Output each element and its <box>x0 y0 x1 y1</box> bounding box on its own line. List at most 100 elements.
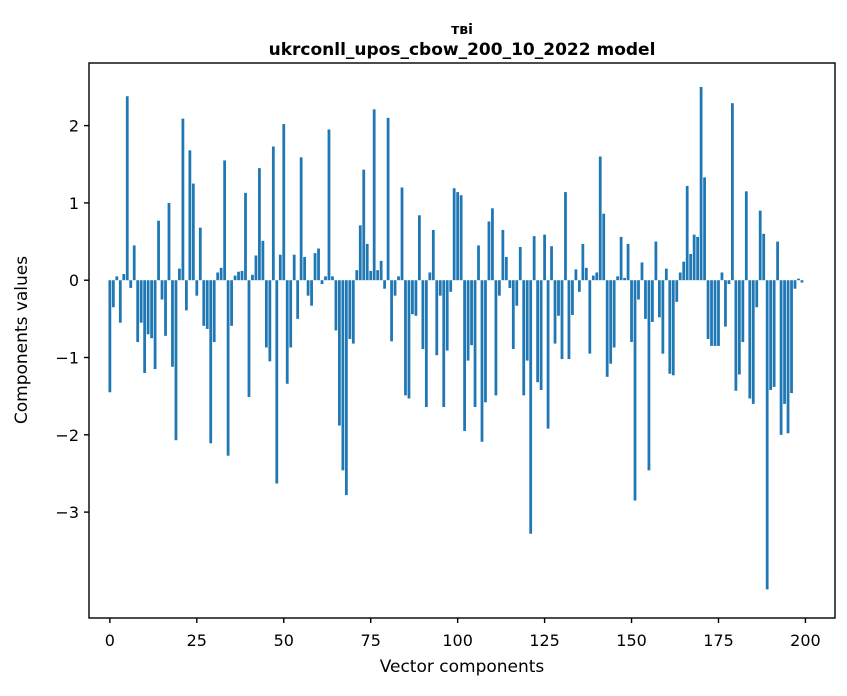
bar <box>452 188 456 281</box>
bar <box>431 229 435 281</box>
bar <box>327 129 331 281</box>
bar <box>237 271 240 281</box>
bar <box>588 280 592 354</box>
bar <box>602 213 606 281</box>
bar <box>191 183 195 281</box>
bar <box>233 275 237 281</box>
bar <box>153 280 157 370</box>
bar <box>567 280 571 360</box>
bar <box>797 278 800 281</box>
bar <box>682 261 686 281</box>
bar <box>184 280 188 311</box>
bar <box>644 280 647 319</box>
bar <box>188 150 192 281</box>
x-tick-label: 175 <box>703 631 734 650</box>
bar <box>414 280 418 316</box>
bar <box>664 268 668 281</box>
bar <box>595 272 599 281</box>
y-tick-label: −1 <box>55 349 79 368</box>
bar <box>786 280 790 434</box>
bar <box>713 280 717 346</box>
x-tick-label: 100 <box>442 631 473 650</box>
bar <box>334 280 338 331</box>
chart-title-model: ukrconll_upos_cbow_200_10_2022 model <box>269 40 656 60</box>
bar <box>351 280 355 344</box>
bar <box>765 280 769 590</box>
bar <box>706 280 710 339</box>
bar <box>386 117 390 281</box>
bar <box>317 248 320 281</box>
bar <box>525 280 529 361</box>
bar <box>751 280 755 404</box>
bar <box>132 245 136 281</box>
bar <box>504 257 508 281</box>
x-axis-ticks: 0 25 50 75 100 125 150 175 200 <box>105 618 821 650</box>
bar <box>661 280 665 354</box>
bar <box>143 280 147 373</box>
bar <box>605 280 609 377</box>
bar <box>275 280 279 484</box>
bar <box>411 280 414 315</box>
bar <box>376 270 380 281</box>
bar <box>115 276 119 281</box>
bar <box>494 280 498 396</box>
bar-series <box>108 86 804 590</box>
bar <box>584 267 588 281</box>
x-tick-label: 25 <box>187 631 207 650</box>
bar <box>178 268 181 281</box>
bar <box>532 236 536 281</box>
bar <box>296 280 300 319</box>
bar <box>557 280 560 316</box>
bar <box>348 280 352 339</box>
bar <box>212 280 216 343</box>
bar <box>205 280 209 329</box>
x-tick-label: 50 <box>274 631 294 650</box>
bar <box>536 280 540 383</box>
bar <box>390 280 393 342</box>
bar <box>800 280 804 283</box>
bar <box>637 280 640 300</box>
y-axis-label: Components values <box>12 256 32 424</box>
bar <box>216 272 220 281</box>
bar <box>647 280 651 471</box>
bar <box>313 253 317 281</box>
bar <box>445 280 449 351</box>
y-axis-ticks: 2 1 0 −1 −2 −3 <box>55 117 89 522</box>
x-tick-label: 150 <box>616 631 647 650</box>
bar <box>748 280 752 399</box>
bar <box>473 280 477 407</box>
bar <box>372 109 376 281</box>
bar <box>724 280 727 327</box>
bar <box>331 276 334 281</box>
y-tick-label: 1 <box>69 194 79 213</box>
bar <box>136 280 140 343</box>
bar <box>529 280 533 534</box>
bar <box>626 243 630 281</box>
bar <box>209 280 213 444</box>
bar <box>150 280 153 339</box>
bar <box>424 280 428 407</box>
bar <box>571 280 574 315</box>
bar <box>550 246 553 281</box>
bar <box>762 233 766 281</box>
bar <box>383 280 387 289</box>
bar <box>167 202 171 281</box>
bar <box>198 227 202 281</box>
bar <box>278 254 282 281</box>
bar <box>692 234 696 281</box>
bar <box>689 253 693 281</box>
x-axis-label: Vector components <box>380 657 545 677</box>
bar <box>226 280 230 456</box>
bar <box>737 280 741 375</box>
bar <box>285 280 289 384</box>
bar <box>261 240 265 281</box>
bar <box>397 276 400 281</box>
bar <box>616 276 620 281</box>
bar <box>139 280 143 323</box>
bar <box>678 272 682 281</box>
bar <box>776 241 779 281</box>
bar <box>174 280 178 441</box>
bar <box>125 96 129 281</box>
bar <box>160 280 164 300</box>
bar <box>421 280 425 350</box>
